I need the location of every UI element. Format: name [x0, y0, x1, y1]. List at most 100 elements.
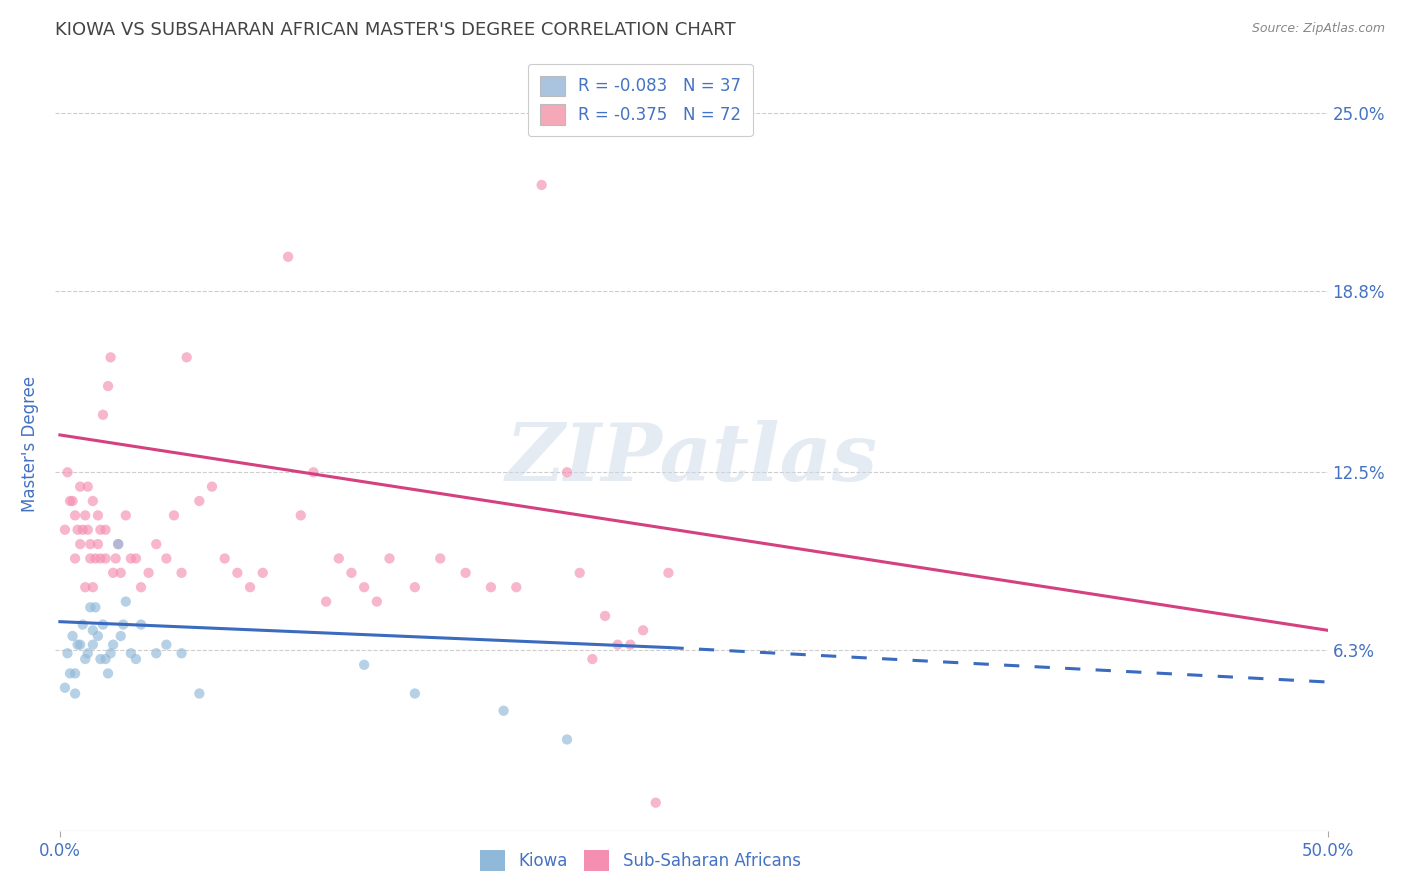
Point	[657, 566, 679, 580]
Point	[110, 629, 132, 643]
Point	[59, 666, 82, 681]
Point	[145, 646, 167, 660]
Point	[492, 704, 515, 718]
Point	[91, 617, 114, 632]
Point	[353, 580, 375, 594]
Point	[593, 609, 616, 624]
Point	[568, 566, 591, 580]
Point	[62, 629, 84, 643]
Point	[87, 629, 110, 643]
Point	[555, 465, 578, 479]
Point	[72, 617, 94, 632]
Point	[69, 480, 91, 494]
Point	[555, 732, 578, 747]
Point	[125, 551, 148, 566]
Point	[505, 580, 527, 594]
Point	[107, 537, 129, 551]
Point	[63, 686, 86, 700]
Point	[114, 594, 136, 608]
Point	[188, 494, 211, 508]
Point	[56, 646, 79, 660]
Point	[138, 566, 160, 580]
Point	[170, 646, 193, 660]
Legend: Kiowa, Sub-Saharan Africans: Kiowa, Sub-Saharan Africans	[474, 844, 807, 878]
Point	[75, 652, 97, 666]
Point	[94, 551, 117, 566]
Point	[644, 796, 666, 810]
Point	[97, 379, 120, 393]
Point	[619, 638, 641, 652]
Point	[353, 657, 375, 672]
Point	[72, 523, 94, 537]
Point	[82, 494, 104, 508]
Point	[79, 551, 101, 566]
Point	[104, 551, 127, 566]
Point	[53, 523, 76, 537]
Point	[252, 566, 274, 580]
Point	[155, 638, 177, 652]
Point	[91, 408, 114, 422]
Point	[163, 508, 186, 523]
Point	[101, 566, 124, 580]
Point	[53, 681, 76, 695]
Point	[530, 178, 553, 192]
Point	[94, 523, 117, 537]
Point	[479, 580, 502, 594]
Point	[129, 617, 152, 632]
Point	[76, 523, 98, 537]
Point	[59, 494, 82, 508]
Point	[97, 666, 120, 681]
Text: ZIPatlas: ZIPatlas	[505, 420, 877, 498]
Point	[214, 551, 236, 566]
Point	[404, 686, 426, 700]
Point	[429, 551, 451, 566]
Point	[69, 537, 91, 551]
Point	[454, 566, 477, 580]
Point	[239, 580, 262, 594]
Point	[581, 652, 603, 666]
Text: KIOWA VS SUBSAHARAN AFRICAN MASTER'S DEGREE CORRELATION CHART: KIOWA VS SUBSAHARAN AFRICAN MASTER'S DEG…	[55, 21, 735, 39]
Point	[89, 652, 111, 666]
Point	[82, 624, 104, 638]
Point	[290, 508, 312, 523]
Point	[69, 638, 91, 652]
Point	[94, 652, 117, 666]
Point	[101, 638, 124, 652]
Point	[63, 666, 86, 681]
Point	[404, 580, 426, 594]
Point	[82, 580, 104, 594]
Point	[89, 523, 111, 537]
Point	[170, 566, 193, 580]
Point	[315, 594, 337, 608]
Point	[84, 551, 107, 566]
Point	[66, 523, 89, 537]
Point	[84, 600, 107, 615]
Point	[120, 646, 142, 660]
Point	[63, 551, 86, 566]
Point	[120, 551, 142, 566]
Point	[89, 551, 111, 566]
Point	[302, 465, 325, 479]
Point	[631, 624, 654, 638]
Point	[107, 537, 129, 551]
Point	[277, 250, 299, 264]
Point	[76, 480, 98, 494]
Point	[82, 638, 104, 652]
Point	[226, 566, 249, 580]
Point	[79, 600, 101, 615]
Point	[56, 465, 79, 479]
Point	[145, 537, 167, 551]
Point	[87, 537, 110, 551]
Point	[62, 494, 84, 508]
Point	[100, 646, 122, 660]
Point	[378, 551, 401, 566]
Point	[100, 351, 122, 365]
Point	[155, 551, 177, 566]
Point	[87, 508, 110, 523]
Point	[129, 580, 152, 594]
Point	[63, 508, 86, 523]
Point	[176, 351, 198, 365]
Point	[328, 551, 350, 566]
Text: Source: ZipAtlas.com: Source: ZipAtlas.com	[1251, 22, 1385, 36]
Point	[188, 686, 211, 700]
